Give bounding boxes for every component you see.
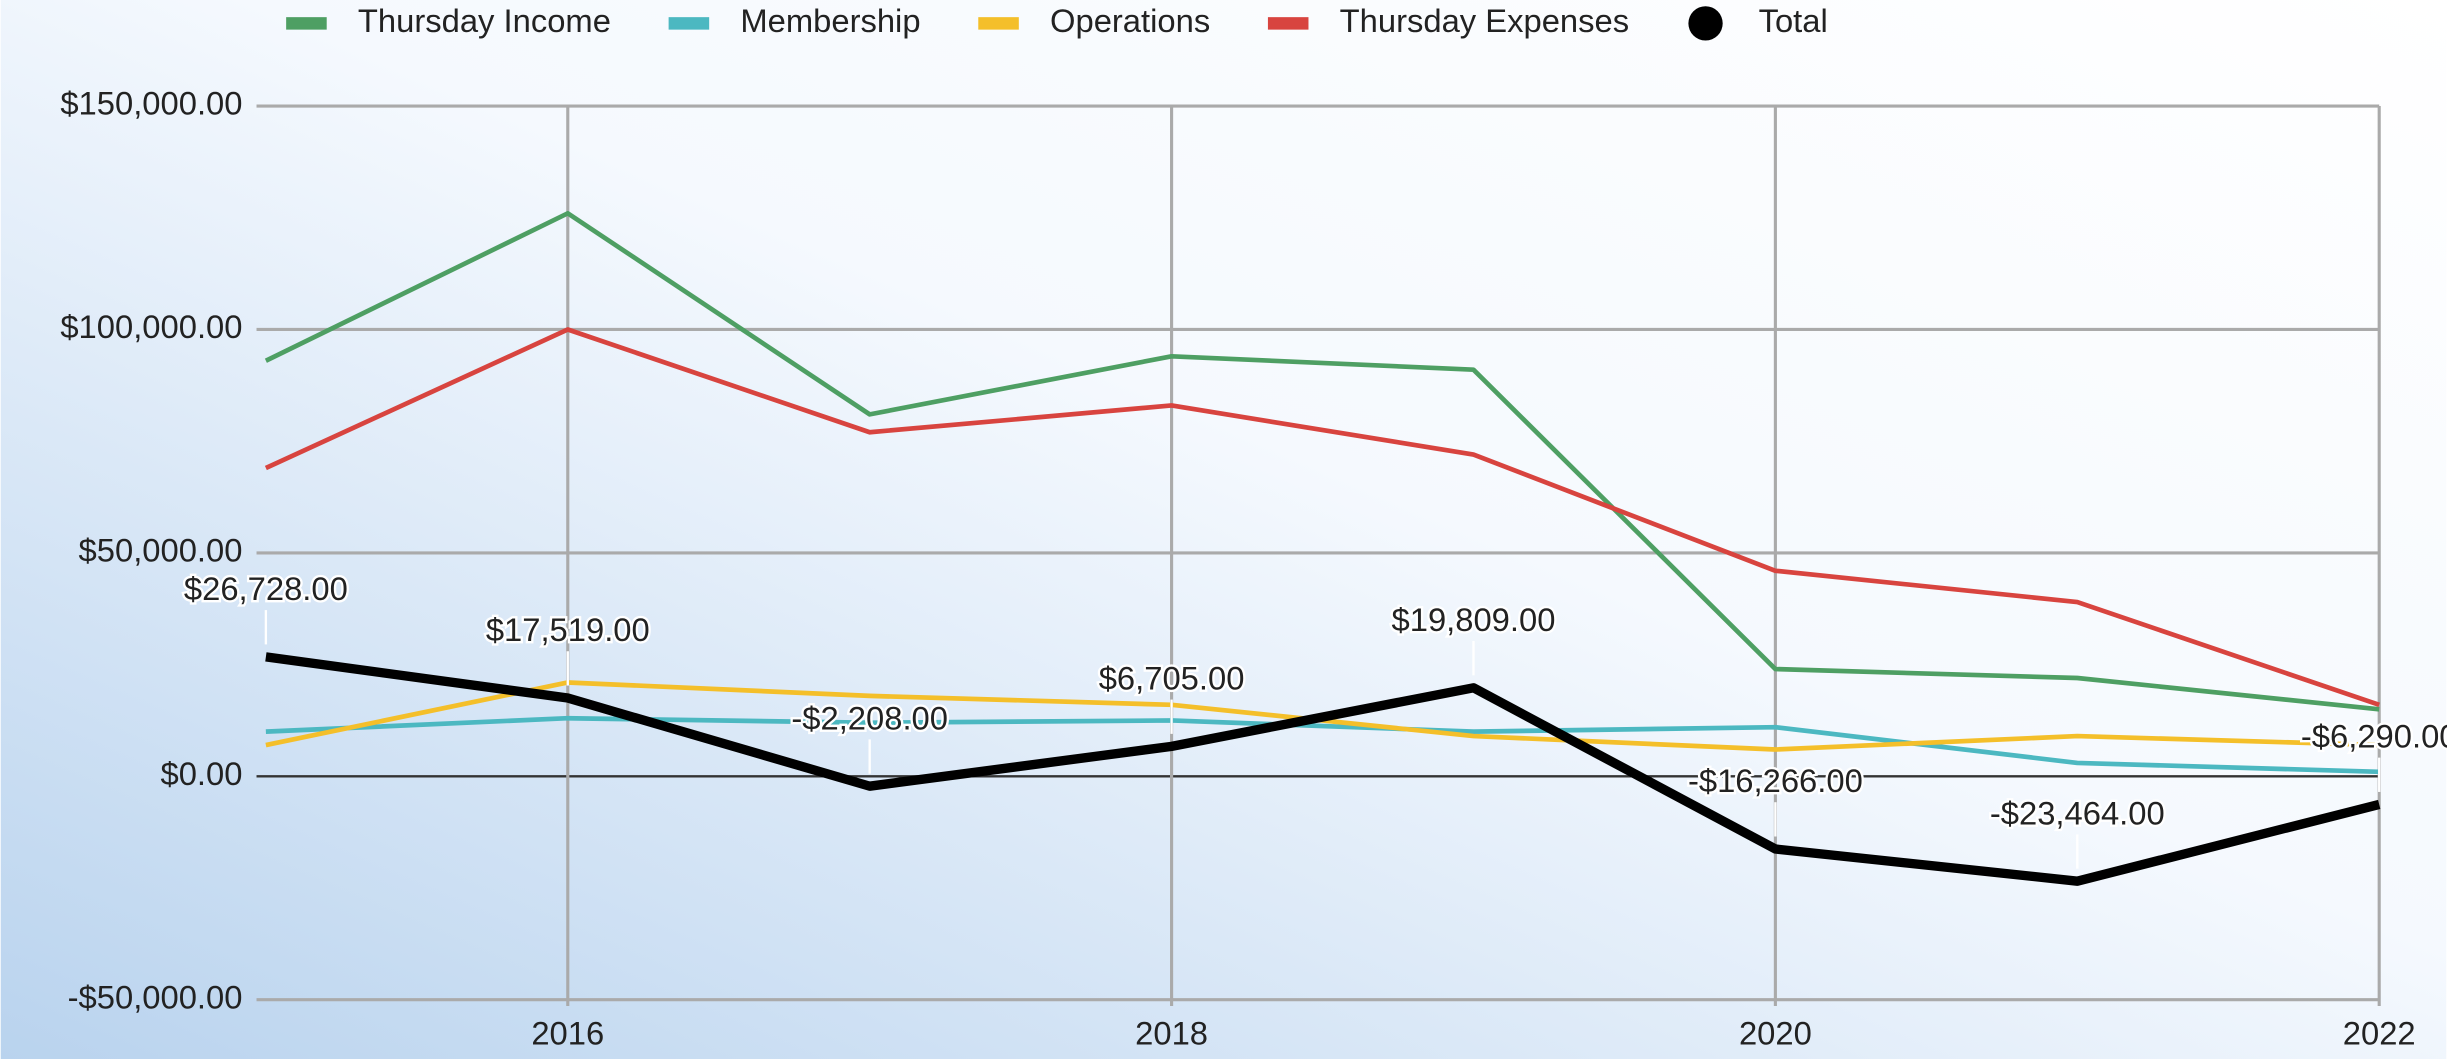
legend-item: Operations bbox=[978, 2, 1210, 39]
x-tick-label: 2022 bbox=[2343, 1014, 2416, 1051]
data-label: -$6,290.00 bbox=[2301, 718, 2447, 755]
data-label: -$2,208.00 bbox=[791, 699, 948, 736]
y-tick-label: $100,000.00 bbox=[60, 308, 242, 345]
x-tick-label: 2020 bbox=[1739, 1014, 1812, 1051]
legend-marker bbox=[668, 17, 710, 30]
legend-marker bbox=[978, 17, 1019, 30]
series-line bbox=[264, 210, 2380, 712]
data-label: $17,519.00 bbox=[486, 611, 650, 648]
legend-label: Membership bbox=[740, 2, 920, 39]
legend-item: Thursday Expenses bbox=[1267, 2, 1629, 39]
y-tick-label: $50,000.00 bbox=[79, 532, 243, 569]
data-label: $6,705.00 bbox=[1099, 660, 1245, 697]
series-line bbox=[265, 652, 2381, 886]
x-tick-label: 2018 bbox=[1135, 1014, 1208, 1051]
series-line bbox=[265, 715, 2380, 775]
legend-item: Total bbox=[1688, 2, 1828, 41]
data-label: -$23,464.00 bbox=[1990, 794, 2165, 831]
legend-label: Thursday Income bbox=[358, 2, 611, 39]
legend-marker bbox=[1267, 17, 1309, 30]
legend-marker bbox=[286, 17, 327, 30]
data-label: $26,728.00 bbox=[184, 570, 348, 607]
legend-marker bbox=[1688, 6, 1723, 41]
y-tick-label: $150,000.00 bbox=[60, 85, 242, 122]
legend-label: Thursday Expenses bbox=[1340, 2, 1629, 39]
legend-item: Membership bbox=[668, 2, 921, 39]
y-tick-label: $0.00 bbox=[161, 755, 243, 792]
legend-label: Operations bbox=[1050, 2, 1210, 39]
data-label: $19,809.00 bbox=[1392, 601, 1556, 638]
y-tick-label: -$50,000.00 bbox=[68, 978, 243, 1015]
data-label: -$16,266.00 bbox=[1688, 762, 1863, 799]
legend-item: Thursday Income bbox=[286, 2, 611, 39]
series-line bbox=[264, 327, 2380, 708]
x-tick-label: 2016 bbox=[531, 1014, 604, 1051]
legend-label: Total bbox=[1759, 2, 1828, 39]
